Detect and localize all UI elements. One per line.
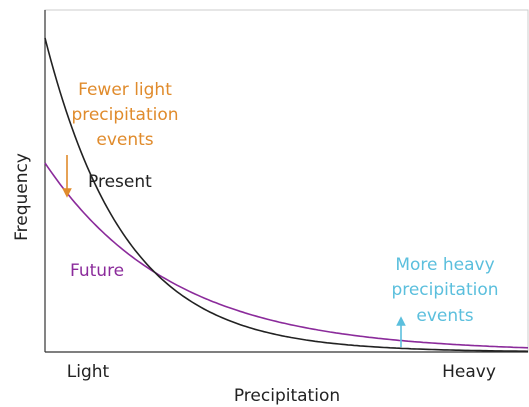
annotation: precipitation: [71, 105, 178, 125]
annotation: Fewer light: [78, 80, 172, 100]
x-axis-label: Precipitation: [234, 386, 340, 406]
x-end-label: Light: [67, 362, 110, 382]
annotation: precipitation: [391, 280, 498, 300]
future-curve: [44, 162, 529, 349]
annotation: events: [416, 306, 473, 326]
annotation: More heavy: [395, 255, 494, 275]
curve-label: Future: [70, 261, 124, 281]
x-end-label: Heavy: [442, 362, 496, 382]
curve-label: Present: [88, 172, 152, 192]
y-axis-label: Frequency: [12, 153, 32, 241]
annotation: events: [96, 130, 153, 150]
present-curve: [44, 37, 529, 353]
